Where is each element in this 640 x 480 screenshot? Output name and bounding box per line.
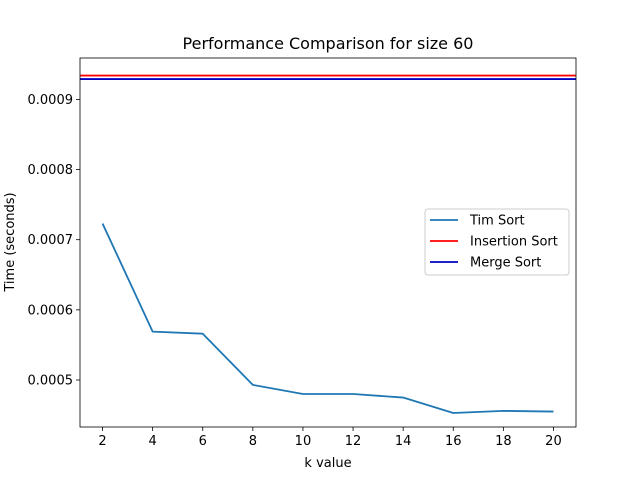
legend-label: Tim Sort <box>469 214 525 229</box>
x-tick-label: 6 <box>199 434 207 449</box>
series-layer <box>80 74 576 414</box>
y-tick-label: 0.0006 <box>28 303 74 318</box>
x-tick-label: 20 <box>545 434 562 449</box>
x-axis-label: k value <box>304 456 351 471</box>
x-tick-label: 14 <box>395 434 412 449</box>
y-tick-label: 0.0009 <box>28 93 74 108</box>
y-axis-label: Time (seconds) <box>3 192 18 292</box>
legend-box <box>424 208 570 276</box>
y-tick-label: 0.0007 <box>28 233 74 248</box>
x-tick-label: 12 <box>345 434 362 449</box>
y-axis-ticks: 0.0005 0.0006 0.0007 0.0008 0.0009 <box>28 93 80 388</box>
x-tick-label: 2 <box>98 434 106 449</box>
legend-label: Merge Sort <box>470 256 541 271</box>
x-tick-label: 18 <box>495 434 512 449</box>
x-tick-label: 16 <box>445 434 462 449</box>
legend-label: Insertion Sort <box>470 235 558 250</box>
x-tick-label: 4 <box>149 434 157 449</box>
x-tick-label: 8 <box>249 434 257 449</box>
x-tick-label: 10 <box>295 434 312 449</box>
y-tick-label: 0.0008 <box>28 163 74 178</box>
x-axis-ticks: 2 4 6 8 10 12 14 16 18 20 <box>98 427 562 449</box>
legend: Tim Sort Insertion Sort Merge Sort <box>424 208 570 276</box>
legend-items: Tim Sort Insertion Sort Merge Sort <box>430 214 558 271</box>
series-line-tim-sort <box>101 223 554 414</box>
axes-frame <box>79 57 577 428</box>
chart-title: Performance Comparison for size 60 <box>183 34 474 53</box>
y-tick-label: 0.0005 <box>28 373 74 388</box>
